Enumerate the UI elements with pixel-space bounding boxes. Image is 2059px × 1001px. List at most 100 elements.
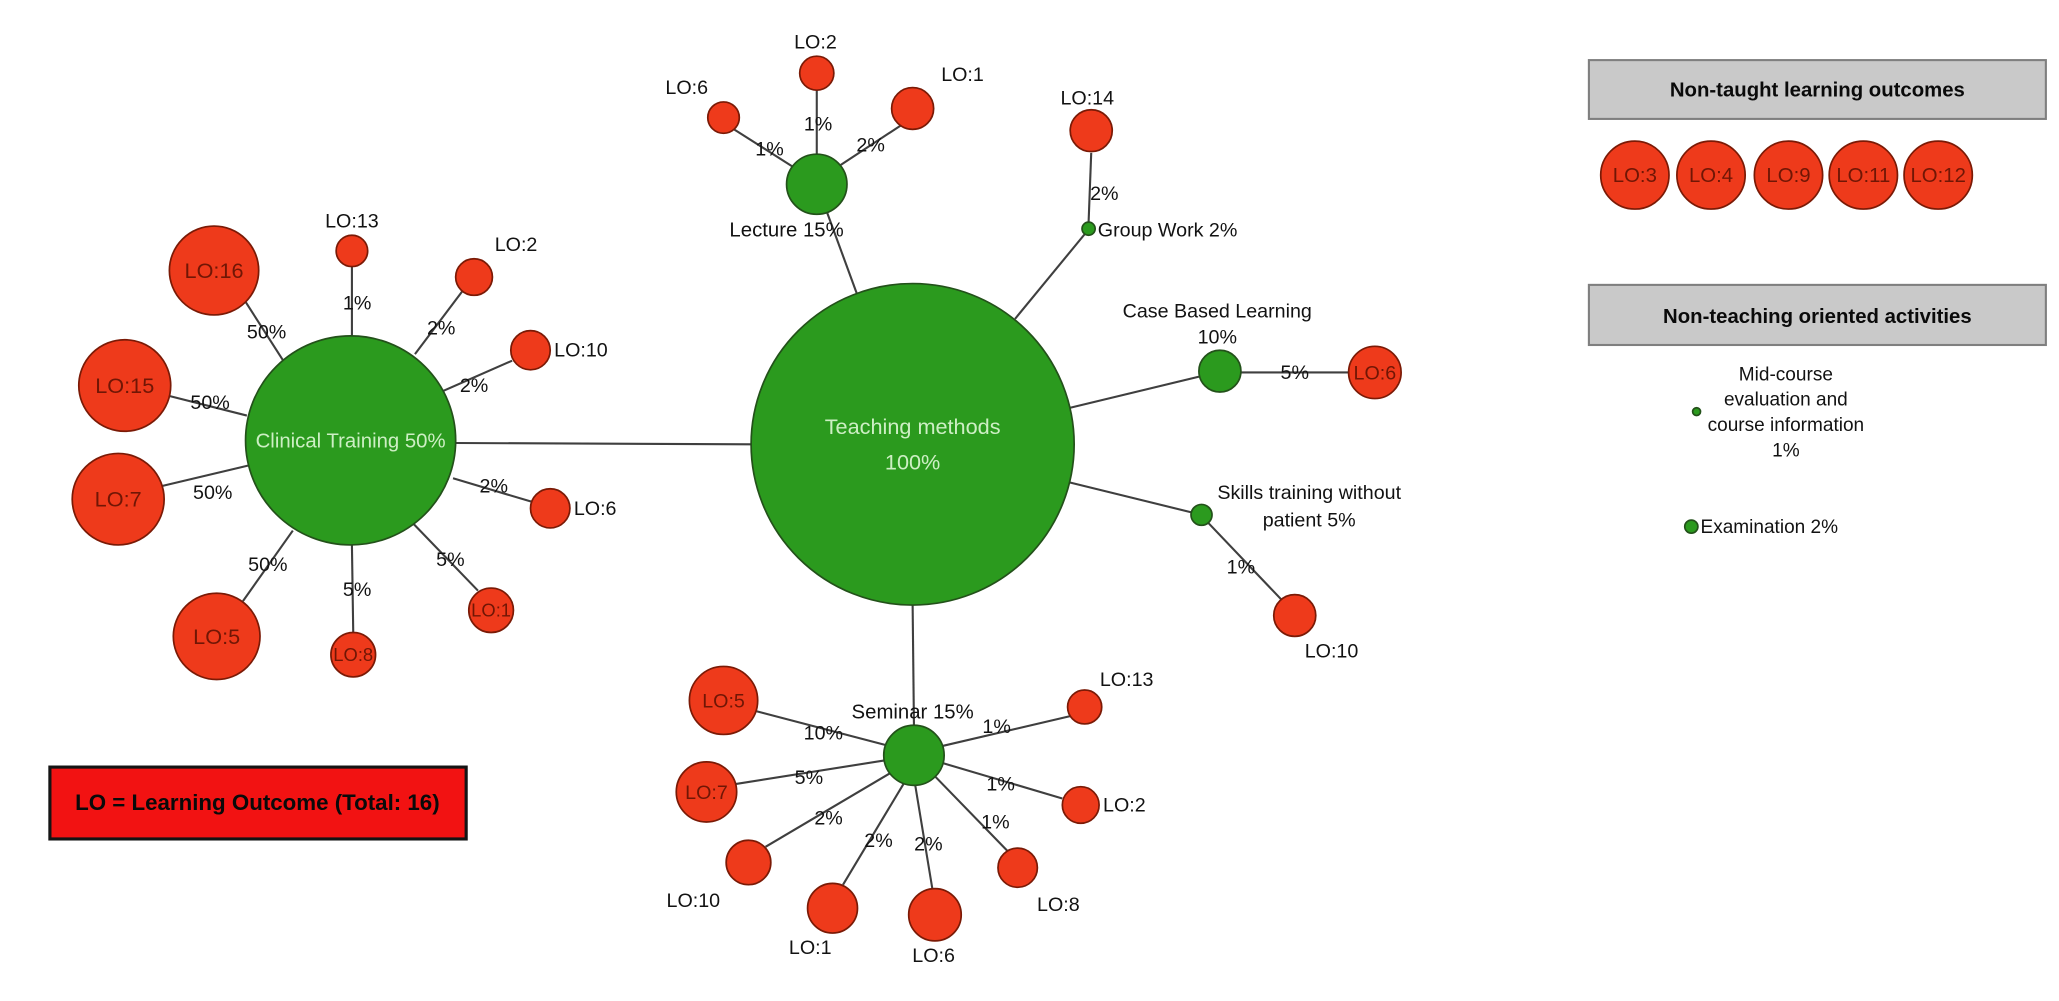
edge-teaching-methods--skills-training-without-patient (1068, 481, 1192, 514)
node-clinical-lo7 (71, 452, 165, 546)
seminar-lo5-label: LO:5 (702, 690, 745, 712)
non-taught-lo11-label: LO:11 (1836, 165, 1890, 187)
node-seminar (882, 724, 945, 787)
teaching-methods-label: Teaching methods (825, 414, 1001, 439)
seminar-lo10-label: LO:10 (667, 890, 721, 912)
edges-layer (161, 90, 1349, 889)
seminar-lo13-label: LO:13 (1100, 669, 1154, 691)
edge-label-seminar-lo10: 2% (814, 808, 842, 830)
node-clinical-lo6 (529, 487, 571, 529)
edge-label-group-work: 2% (1090, 183, 1118, 205)
lecture-lo1-label: LO:1 (941, 64, 984, 86)
case-based-learning-label: Case Based Learning (1123, 301, 1312, 323)
edge-label-clinical-lo5: 50% (248, 554, 287, 576)
clinical-lo7-label: LO:7 (95, 487, 142, 512)
seminar-lo6-label: LO:6 (912, 945, 955, 967)
edge-clinical-lo2--clinical-training (414, 290, 464, 355)
non-taught-lo3-label: LO:3 (1613, 165, 1657, 187)
edge-label-clinical-lo8: 5% (343, 579, 371, 601)
node-lecture-lo6 (706, 101, 741, 135)
edge-label-lecture-lo6: 1% (755, 139, 783, 161)
node-group-work (1081, 221, 1097, 237)
edge-seminar-lo2--seminar (942, 762, 1063, 800)
edge-seminar-lo13--seminar (941, 715, 1071, 748)
edge-label-clinical-lo10: 2% (460, 375, 488, 397)
edge-clinical-lo5--clinical-training (242, 529, 294, 602)
seminar-label: Seminar 15% (852, 702, 974, 724)
node-teaching-methods (750, 282, 1076, 606)
node-seminar-lo5 (688, 665, 759, 736)
node-lecture-lo1 (890, 86, 935, 131)
node-clinical-lo1 (467, 587, 515, 634)
seminar-lo1-label: LO:1 (789, 937, 832, 959)
edge-clinical-lo15--clinical-training (169, 394, 248, 417)
node-non-taught-lo9 (1753, 140, 1824, 210)
edge-lecture-lo1--lecture (838, 124, 902, 167)
node-lecture (785, 153, 848, 216)
group-work-label: Group Work 2% (1098, 220, 1238, 242)
edge-label-seminar-lo7: 5% (795, 767, 823, 789)
skills-training-without-patient-label: patient 5% (1263, 510, 1356, 532)
node-seminar-lo2 (1061, 785, 1100, 825)
node-seminar-lo1 (806, 882, 859, 934)
nodes-layer (71, 55, 1974, 942)
edge-label-clinical-lo15: 50% (190, 392, 229, 414)
edge-label-seminar-lo13: 1% (982, 716, 1010, 738)
non-taught-panel-title: Non-taught learning outcomes (1670, 80, 1965, 102)
non-teaching-panel-box (1587, 283, 2047, 347)
edge-clinical-lo16--clinical-training (244, 301, 286, 364)
node-skills-lo10 (1272, 593, 1317, 638)
clinical-training-label: Clinical Training 50% (256, 431, 446, 453)
node-skills-training-without-patient (1190, 503, 1213, 527)
edge-clinical-lo6--clinical-training (452, 477, 533, 503)
edge-label-skills-training-without-patient: 1% (1227, 557, 1255, 579)
mid-course-evaluation-label: course information (1708, 415, 1865, 436)
edge-seminar-lo7--seminar (735, 759, 884, 786)
clinical-lo1-label: LO:1 (471, 600, 511, 621)
edge-group-work--group-work-lo14 (1087, 152, 1093, 223)
edge-label-seminar-lo1: 2% (864, 830, 892, 852)
edge-label-clinical-lo16: 50% (247, 321, 286, 343)
node-seminar-lo10 (725, 839, 772, 886)
edge-seminar-lo1--seminar (842, 783, 905, 886)
node-non-taught-lo3 (1599, 140, 1670, 210)
edge-label-seminar-lo2: 1% (986, 774, 1014, 796)
edge-clinical-lo8--clinical-training (350, 544, 355, 633)
edge-label-seminar-lo6: 2% (914, 834, 942, 856)
edge-teaching-methods--clinical-training (455, 441, 752, 446)
edge-label-clinical-lo1: 5% (436, 549, 464, 571)
node-seminar-lo8 (997, 847, 1039, 889)
edge-label-lecture-lo1: 2% (856, 135, 884, 157)
edge-seminar-lo10--seminar (765, 771, 893, 848)
edge-label-clinical-lo7: 50% (193, 482, 232, 504)
edge-clinical-lo10--clinical-training (434, 359, 513, 396)
edge-label-clinical-lo6: 2% (480, 476, 508, 498)
skills-lo10-label: LO:10 (1305, 640, 1359, 662)
node-clinical-training (244, 334, 457, 546)
seminar-lo2-label: LO:2 (1103, 795, 1146, 817)
node-group-work-lo14 (1069, 108, 1114, 153)
edge-seminar-lo5--seminar (754, 709, 886, 746)
clinical-lo2-label: LO:2 (495, 234, 538, 256)
edge-clinical-lo7--clinical-training (161, 464, 250, 488)
lecture-lo6-label: LO:6 (665, 77, 708, 99)
clinical-lo6-label: LO:6 (574, 498, 617, 520)
clinical-lo5-label: LO:5 (193, 624, 240, 649)
node-mid-course-evaluation (1691, 406, 1702, 417)
edge-seminar-lo6--seminar (914, 785, 934, 889)
lecture-label: Lecture 15% (729, 220, 843, 242)
edge-seminar-lo8--seminar (932, 774, 1010, 853)
non-taught-lo4-label: LO:4 (1689, 165, 1733, 187)
clinical-lo15-label: LO:15 (95, 373, 154, 398)
node-clinical-lo5 (172, 592, 261, 681)
node-clinical-lo15 (77, 338, 172, 433)
examination-label: Examination 2% (1701, 517, 1839, 538)
case-based-learning-label: 10% (1198, 327, 1237, 349)
node-non-taught-lo11 (1828, 140, 1899, 210)
node-case-based-learning (1198, 349, 1242, 393)
node-non-taught-lo12 (1903, 140, 1974, 210)
node-seminar-lo6 (907, 887, 963, 942)
node-non-taught-lo4 (1676, 140, 1747, 210)
node-clinical-lo13 (335, 234, 369, 268)
